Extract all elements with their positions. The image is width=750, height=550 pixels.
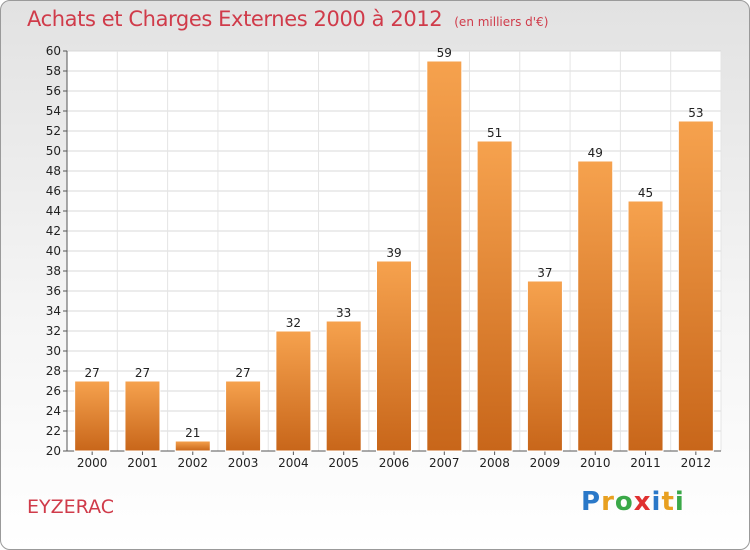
bar-2012 [677, 120, 714, 452]
y-tick-label: 42 [46, 224, 61, 238]
value-label-2003: 27 [235, 366, 250, 380]
y-tick-label: 44 [46, 204, 61, 218]
value-label-2002: 21 [185, 426, 200, 440]
chart-title: Achats et Charges Externes 2000 à 2012 (e… [27, 7, 548, 31]
y-tick-label: 60 [46, 44, 61, 58]
axes: 20 22 24 26 28 30 32 34 36 38 40 42 44 46 48 50 52 54 56 58… [46, 44, 721, 470]
bar-2010 [577, 160, 614, 452]
value-label-2007: 59 [437, 46, 452, 60]
bars [74, 60, 714, 452]
bar-2011 [627, 200, 664, 452]
y-tick-label: 24 [46, 404, 61, 418]
bar-2002 [174, 440, 211, 452]
y-tick-label: 22 [46, 424, 61, 438]
value-label-2009: 37 [537, 266, 552, 280]
x-tick-label-2001: 2001 [127, 456, 158, 470]
logo-letter: r [601, 487, 615, 517]
logo-letter: o [614, 487, 634, 517]
x-tick-label-2010: 2010 [580, 456, 611, 470]
x-tick-label-2005: 2005 [328, 456, 359, 470]
bar-2007 [426, 60, 463, 452]
bar-2005 [325, 320, 362, 452]
x-tick-label-2011: 2011 [630, 456, 661, 470]
y-tick-label: 26 [46, 384, 61, 398]
title-text: Achats et Charges Externes 2000 à 2012 [27, 7, 443, 31]
bar-2009 [526, 280, 563, 452]
place-name: EYZERAC [27, 496, 114, 518]
value-label-2004: 32 [286, 316, 301, 330]
y-tick-label: 54 [46, 104, 61, 118]
y-tick-label: 46 [46, 184, 61, 198]
value-label-2010: 49 [588, 146, 603, 160]
y-tick-label: 48 [46, 164, 61, 178]
value-label-2011: 45 [638, 186, 653, 200]
y-tick-label: 20 [46, 444, 61, 458]
y-tick-label: 32 [46, 324, 61, 338]
x-tick-label-2008: 2008 [479, 456, 510, 470]
x-tick-label-2003: 2003 [228, 456, 259, 470]
y-tick-label: 30 [46, 344, 61, 358]
proxiti-logo: Proxiti [581, 487, 685, 517]
bar-2006 [376, 260, 412, 452]
unit-label: (en milliers d'€) [454, 15, 549, 29]
x-tick-label-2009: 2009 [530, 456, 561, 470]
x-tick-label-2002: 2002 [177, 456, 208, 470]
x-tick-label-2012: 2012 [681, 456, 712, 470]
logo-letter: P [581, 487, 602, 517]
value-label-2001: 27 [135, 366, 150, 380]
x-tick-label-2000: 2000 [77, 456, 108, 470]
y-tick-label: 52 [46, 124, 61, 138]
y-tick-label: 40 [46, 244, 61, 258]
value-label-2008: 51 [487, 126, 502, 140]
y-tick-label: 56 [46, 84, 61, 98]
value-labels: 27 27 21 27 32 33 39 59 51 37 49 45 53 [85, 46, 704, 440]
value-label-2005: 33 [336, 306, 351, 320]
logo-letter: i [651, 487, 662, 517]
x-tick-label-2004: 2004 [278, 456, 309, 470]
x-tick-label-2007: 2007 [429, 456, 460, 470]
bar-2004 [275, 330, 312, 452]
logo-letter: i [674, 487, 685, 517]
value-label-2006: 39 [386, 246, 401, 260]
y-tick-label: 28 [46, 364, 61, 378]
bar-2003 [225, 380, 262, 452]
y-tick-label: 34 [46, 304, 61, 318]
y-tick-label: 36 [46, 284, 61, 298]
bar-2008 [476, 140, 513, 452]
logo-letter: x [633, 487, 652, 517]
y-tick-label: 38 [46, 264, 61, 278]
y-tick-label: 50 [46, 144, 61, 158]
logo-letter: t [661, 487, 675, 517]
y-tick-label: 58 [46, 64, 61, 78]
value-label-2000: 27 [85, 366, 100, 380]
x-tick-label-2006: 2006 [379, 456, 410, 470]
bar-2001 [124, 380, 161, 452]
value-label-2012: 53 [688, 106, 703, 120]
bar-2000 [74, 380, 111, 452]
